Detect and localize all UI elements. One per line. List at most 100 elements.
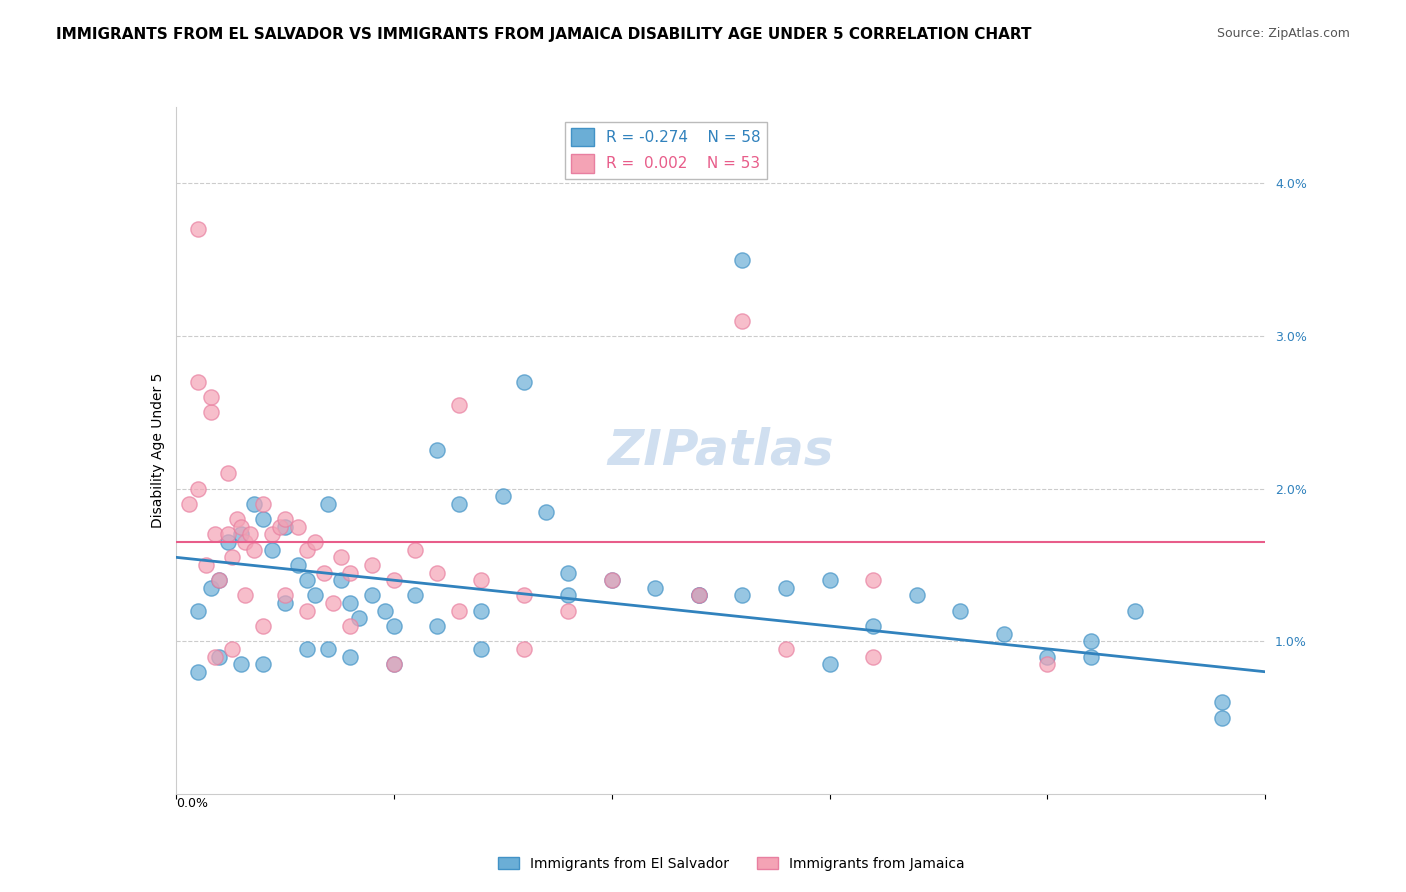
Text: 0.0%: 0.0% xyxy=(176,797,208,810)
Point xyxy=(382,619,405,633)
Point xyxy=(513,589,536,603)
Point xyxy=(534,504,557,518)
Point xyxy=(905,589,928,603)
Point xyxy=(405,589,427,603)
Point xyxy=(330,573,353,587)
Point xyxy=(186,482,209,496)
Point xyxy=(260,542,283,557)
Point xyxy=(252,512,274,526)
Point xyxy=(322,596,344,610)
Point xyxy=(217,467,239,481)
Point xyxy=(1036,649,1059,664)
Point xyxy=(470,604,492,618)
Point xyxy=(225,512,247,526)
Point xyxy=(200,390,222,404)
Point xyxy=(330,550,353,565)
Point xyxy=(382,657,405,672)
Point xyxy=(318,641,340,656)
Text: Source: ZipAtlas.com: Source: ZipAtlas.com xyxy=(1216,27,1350,40)
Point xyxy=(426,566,449,580)
Point xyxy=(600,573,623,587)
Legend: Immigrants from El Salvador, Immigrants from Jamaica: Immigrants from El Salvador, Immigrants … xyxy=(492,851,970,876)
Point xyxy=(221,550,243,565)
Point xyxy=(382,657,405,672)
Point xyxy=(339,596,361,610)
Point xyxy=(208,649,231,664)
Point xyxy=(208,573,231,587)
Point xyxy=(295,641,318,656)
Point xyxy=(204,527,226,541)
Point xyxy=(360,558,382,572)
Point xyxy=(1211,710,1233,724)
Point xyxy=(557,604,579,618)
Point xyxy=(447,398,470,412)
Point xyxy=(274,520,297,534)
Point xyxy=(600,573,623,587)
Point xyxy=(304,535,326,549)
Point xyxy=(186,665,209,679)
Point xyxy=(318,497,340,511)
Point xyxy=(447,604,470,618)
Point xyxy=(492,489,515,503)
Point xyxy=(312,566,335,580)
Point xyxy=(339,649,361,664)
Point xyxy=(287,520,309,534)
Point xyxy=(217,535,239,549)
Point xyxy=(231,520,253,534)
Point xyxy=(731,252,754,267)
Text: ZIPatlas: ZIPatlas xyxy=(607,426,834,475)
Point xyxy=(195,558,218,572)
Point xyxy=(347,611,370,625)
Point xyxy=(339,619,361,633)
Point xyxy=(862,649,884,664)
Point xyxy=(287,558,309,572)
Point xyxy=(239,527,262,541)
Point xyxy=(405,542,427,557)
Point xyxy=(217,527,239,541)
Point xyxy=(186,222,209,236)
Point xyxy=(186,604,209,618)
Point xyxy=(688,589,710,603)
Point xyxy=(204,649,226,664)
Point xyxy=(993,626,1015,640)
Point xyxy=(470,641,492,656)
Point xyxy=(688,589,710,603)
Point xyxy=(557,566,579,580)
Point xyxy=(447,497,470,511)
Point xyxy=(374,604,396,618)
Point xyxy=(775,641,797,656)
Point xyxy=(1080,634,1102,648)
Point xyxy=(221,641,243,656)
Point xyxy=(231,657,253,672)
Point xyxy=(235,589,257,603)
Point xyxy=(274,596,297,610)
Legend: R = -0.274    N = 58, R =  0.002    N = 53: R = -0.274 N = 58, R = 0.002 N = 53 xyxy=(565,121,768,178)
Point xyxy=(243,542,266,557)
Point xyxy=(200,581,222,595)
Point xyxy=(382,573,405,587)
Point xyxy=(818,657,841,672)
Point xyxy=(426,619,449,633)
Point xyxy=(513,375,536,389)
Point xyxy=(295,573,318,587)
Point xyxy=(339,566,361,580)
Point xyxy=(426,443,449,458)
Point xyxy=(208,573,231,587)
Point xyxy=(177,497,200,511)
Point xyxy=(360,589,382,603)
Point xyxy=(186,375,209,389)
Point xyxy=(731,589,754,603)
Text: IMMIGRANTS FROM EL SALVADOR VS IMMIGRANTS FROM JAMAICA DISABILITY AGE UNDER 5 CO: IMMIGRANTS FROM EL SALVADOR VS IMMIGRANT… xyxy=(56,27,1032,42)
Point xyxy=(644,581,666,595)
Point xyxy=(200,405,222,419)
Point xyxy=(235,535,257,549)
Point xyxy=(274,512,297,526)
Point xyxy=(688,589,710,603)
Point xyxy=(252,497,274,511)
Point xyxy=(470,573,492,587)
Point xyxy=(243,497,266,511)
Point xyxy=(295,604,318,618)
Point xyxy=(513,641,536,656)
Point xyxy=(862,619,884,633)
Point xyxy=(949,604,972,618)
